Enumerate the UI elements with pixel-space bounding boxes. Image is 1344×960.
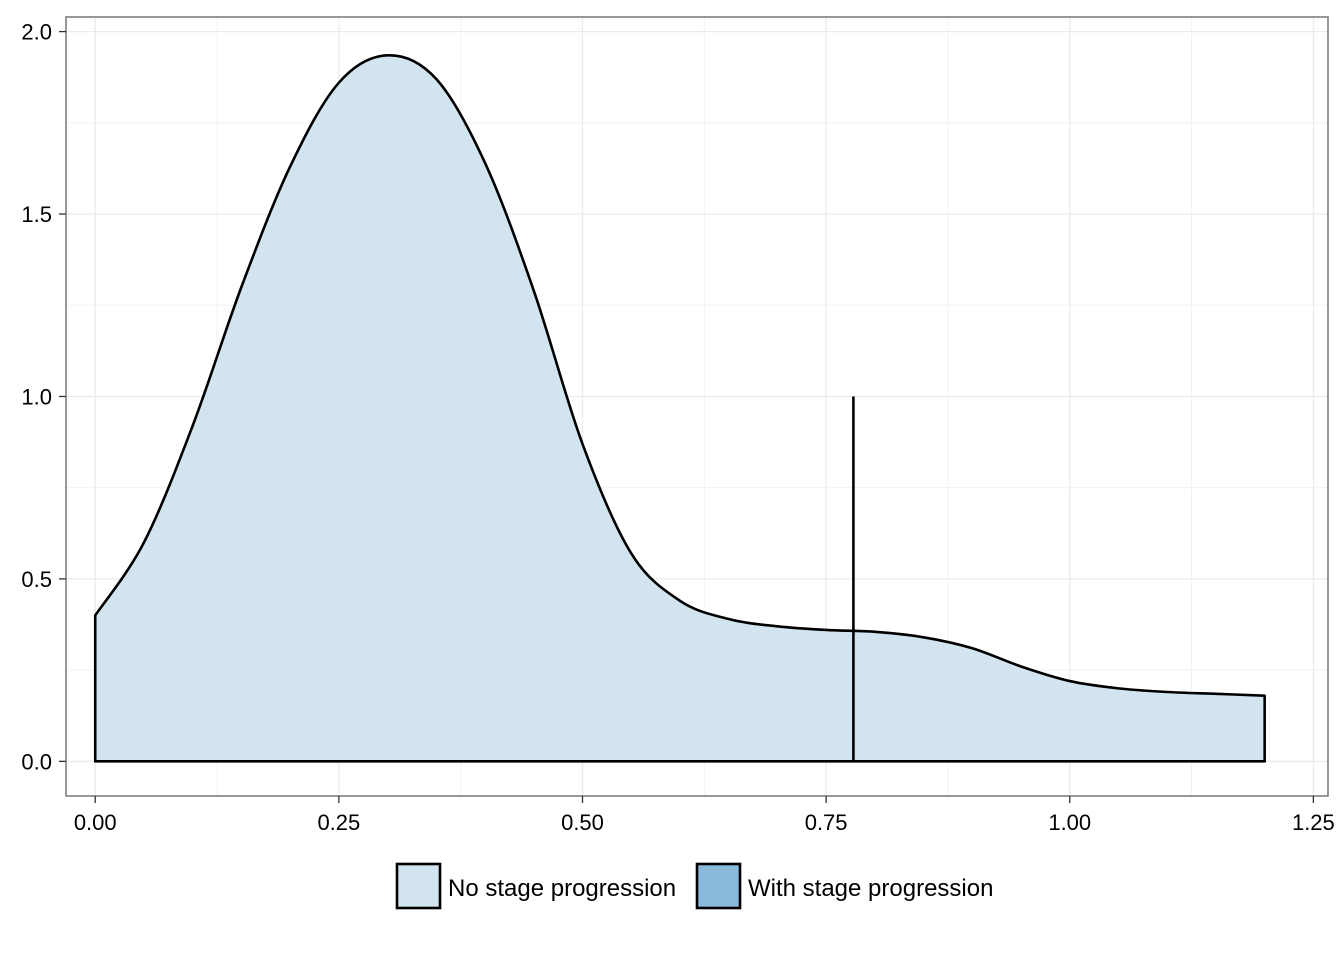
- x-tick-label: 1.00: [1048, 810, 1091, 835]
- x-tick-label: 0.25: [317, 810, 360, 835]
- legend-item-no-progression: No stage progression: [395, 862, 676, 910]
- plot-panel: [65, 16, 1329, 797]
- panel-border: [65, 16, 1329, 797]
- legend-label-no-progression: No stage progression: [448, 875, 676, 902]
- y-axis: 0.0 0.5 1.0 1.5 2.0: [21, 20, 66, 774]
- legend-key-no-progression: [395, 862, 442, 910]
- y-tick-label: 2.0: [21, 20, 52, 45]
- y-tick-label: 0.5: [21, 567, 52, 592]
- legend: No stage progression With stage progress…: [395, 862, 993, 910]
- x-tick-label: 1.25: [1292, 810, 1335, 835]
- x-tick-label: 0.00: [74, 810, 117, 835]
- y-tick-label: 1.0: [21, 384, 52, 409]
- y-tick-label: 0.0: [21, 749, 52, 774]
- legend-key-with-progression: [695, 862, 742, 910]
- legend-item-with-progression: With stage progression: [695, 862, 993, 910]
- x-tick-label: 0.75: [805, 810, 848, 835]
- legend-label-with-progression: With stage progression: [748, 875, 993, 902]
- x-tick-label: 0.50: [561, 810, 604, 835]
- y-tick-label: 1.5: [21, 202, 52, 227]
- x-axis: 0.00 0.25 0.50 0.75 1.00 1.25: [74, 796, 1335, 835]
- density-area-no-progression: [93, 54, 1266, 763]
